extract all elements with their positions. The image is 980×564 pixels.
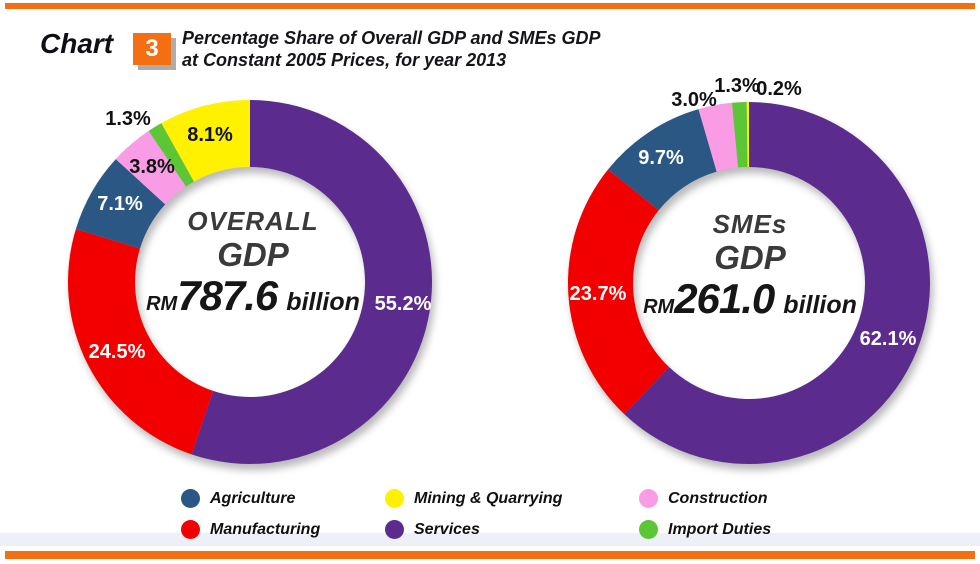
legend-item-import-duties: Import Duties [639, 520, 771, 539]
overall-gdp-percent-label-mining-quarrying: 8.1% [187, 124, 233, 146]
overall-amount-line: RM 787.6 billion [118, 273, 388, 327]
manufacturing-color-dot [181, 520, 200, 539]
overall-gdp-word: GDP [217, 236, 289, 273]
mining-quarrying-color-dot [385, 489, 404, 508]
overall-gdp-percent-label-construction: 3.8% [129, 156, 175, 178]
overall-currency-prefix: RM [146, 293, 178, 315]
smes-gdp-segment-import-duties [731, 102, 748, 168]
chart-number: 3 [145, 35, 159, 62]
legend-item-services: Services [385, 520, 480, 539]
overall-gdp-percent-label-import-duties: 1.3% [105, 108, 151, 130]
overall-unit: billion [286, 288, 360, 316]
overall-gdp-percent-labels: 55.2% 24.5% 7.1% 3.8% 1.3% 8.1% [89, 108, 432, 363]
overall-name: OVERALL [187, 206, 319, 236]
overall-gdp-percent-label-agriculture: 7.1% [97, 193, 143, 215]
legend-item-label: Manufacturing [210, 520, 321, 538]
smes-currency-prefix: RM [643, 296, 675, 318]
chart-number-box: 3 [133, 33, 171, 65]
smes-name: SMEs [712, 209, 788, 239]
smes-gdp-segment-construction [698, 102, 739, 172]
import-duties-color-dot [639, 520, 658, 539]
legend-item-manufacturing: Manufacturing [181, 520, 320, 539]
overall-gdp-percent-label-manufacturing: 24.5% [89, 341, 146, 363]
title-line-2: at Constant 2005 Prices, for year 2013 [182, 50, 507, 70]
legend-item-construction: Construction [639, 489, 768, 508]
legend-item-label: Agriculture [210, 489, 296, 507]
overall-amount: 787.6 [177, 272, 278, 319]
smes-gdp-segment-mining-quarrying [746, 102, 749, 168]
legend-item-label: Import Duties [668, 520, 772, 538]
smes-gdp-word: GDP [714, 239, 786, 276]
footer-band [0, 533, 980, 546]
legend-item-label: Construction [668, 489, 768, 507]
smes-gdp-percent-label-mining-quarrying: 0.2% [756, 78, 802, 100]
smes-gdp-percent-label-import-duties: 1.3% [714, 75, 760, 97]
smes-gdp-percent-label-manufacturing: 23.7% [570, 283, 627, 305]
smes-amount: 261.0 [674, 275, 775, 322]
overall-gdp-ring [67, 100, 433, 465]
smes-gdp-percent-label-services: 62.1% [860, 328, 917, 350]
overall-gdp-segment-manufacturing [67, 229, 214, 455]
smes-gdp-percent-labels: 62.1% 23.7% 9.7% 3.0%1.3%0.2% [570, 75, 917, 350]
smes-gdp-segment-services [624, 102, 930, 465]
services-color-dot [385, 520, 404, 539]
overall-center-label: OVERALL GDP RM 787.6 billion [118, 206, 388, 327]
smes-amount-line: RM 261.0 billion [614, 276, 886, 330]
overall-gdp-percent-label-services: 55.2% [375, 293, 432, 315]
chart-word: Chart [40, 28, 114, 59]
overall-gdp-segment-construction [115, 130, 186, 205]
legend-item-agriculture: Agriculture [181, 489, 295, 508]
bottom-border-bar [5, 551, 975, 559]
title-line-1: Percentage Share of Overall GDP and SMEs… [182, 28, 601, 48]
overall-gdp-segment-import-duties [148, 123, 194, 187]
smes-gdp-segment-manufacturing [568, 169, 670, 415]
legend-item-label: Services [414, 520, 480, 538]
smes-gdp-percent-label-agriculture: 9.7% [638, 147, 684, 169]
legend-item-label: Mining & Quarrying [414, 489, 563, 507]
agriculture-color-dot [181, 489, 200, 508]
overall-gdp-segment-mining-quarrying [161, 100, 250, 182]
chart-title: Percentage Share of Overall GDP and SMEs… [182, 27, 600, 71]
smes-center-label: SMEs GDP RM 261.0 billion [614, 209, 886, 330]
legend-item-mining-quarrying: Mining & Quarrying [385, 489, 562, 508]
smes-gdp-ring [568, 102, 930, 465]
smes-gdp-percent-label-construction: 3.0% [671, 89, 717, 111]
construction-color-dot [639, 489, 658, 508]
overall-gdp-segment-services [191, 100, 433, 465]
top-border-bar [5, 3, 975, 9]
smes-gdp-segment-agriculture [608, 109, 717, 211]
overall-gdp-segment-agriculture [75, 159, 166, 249]
smes-unit: billion [783, 291, 857, 319]
